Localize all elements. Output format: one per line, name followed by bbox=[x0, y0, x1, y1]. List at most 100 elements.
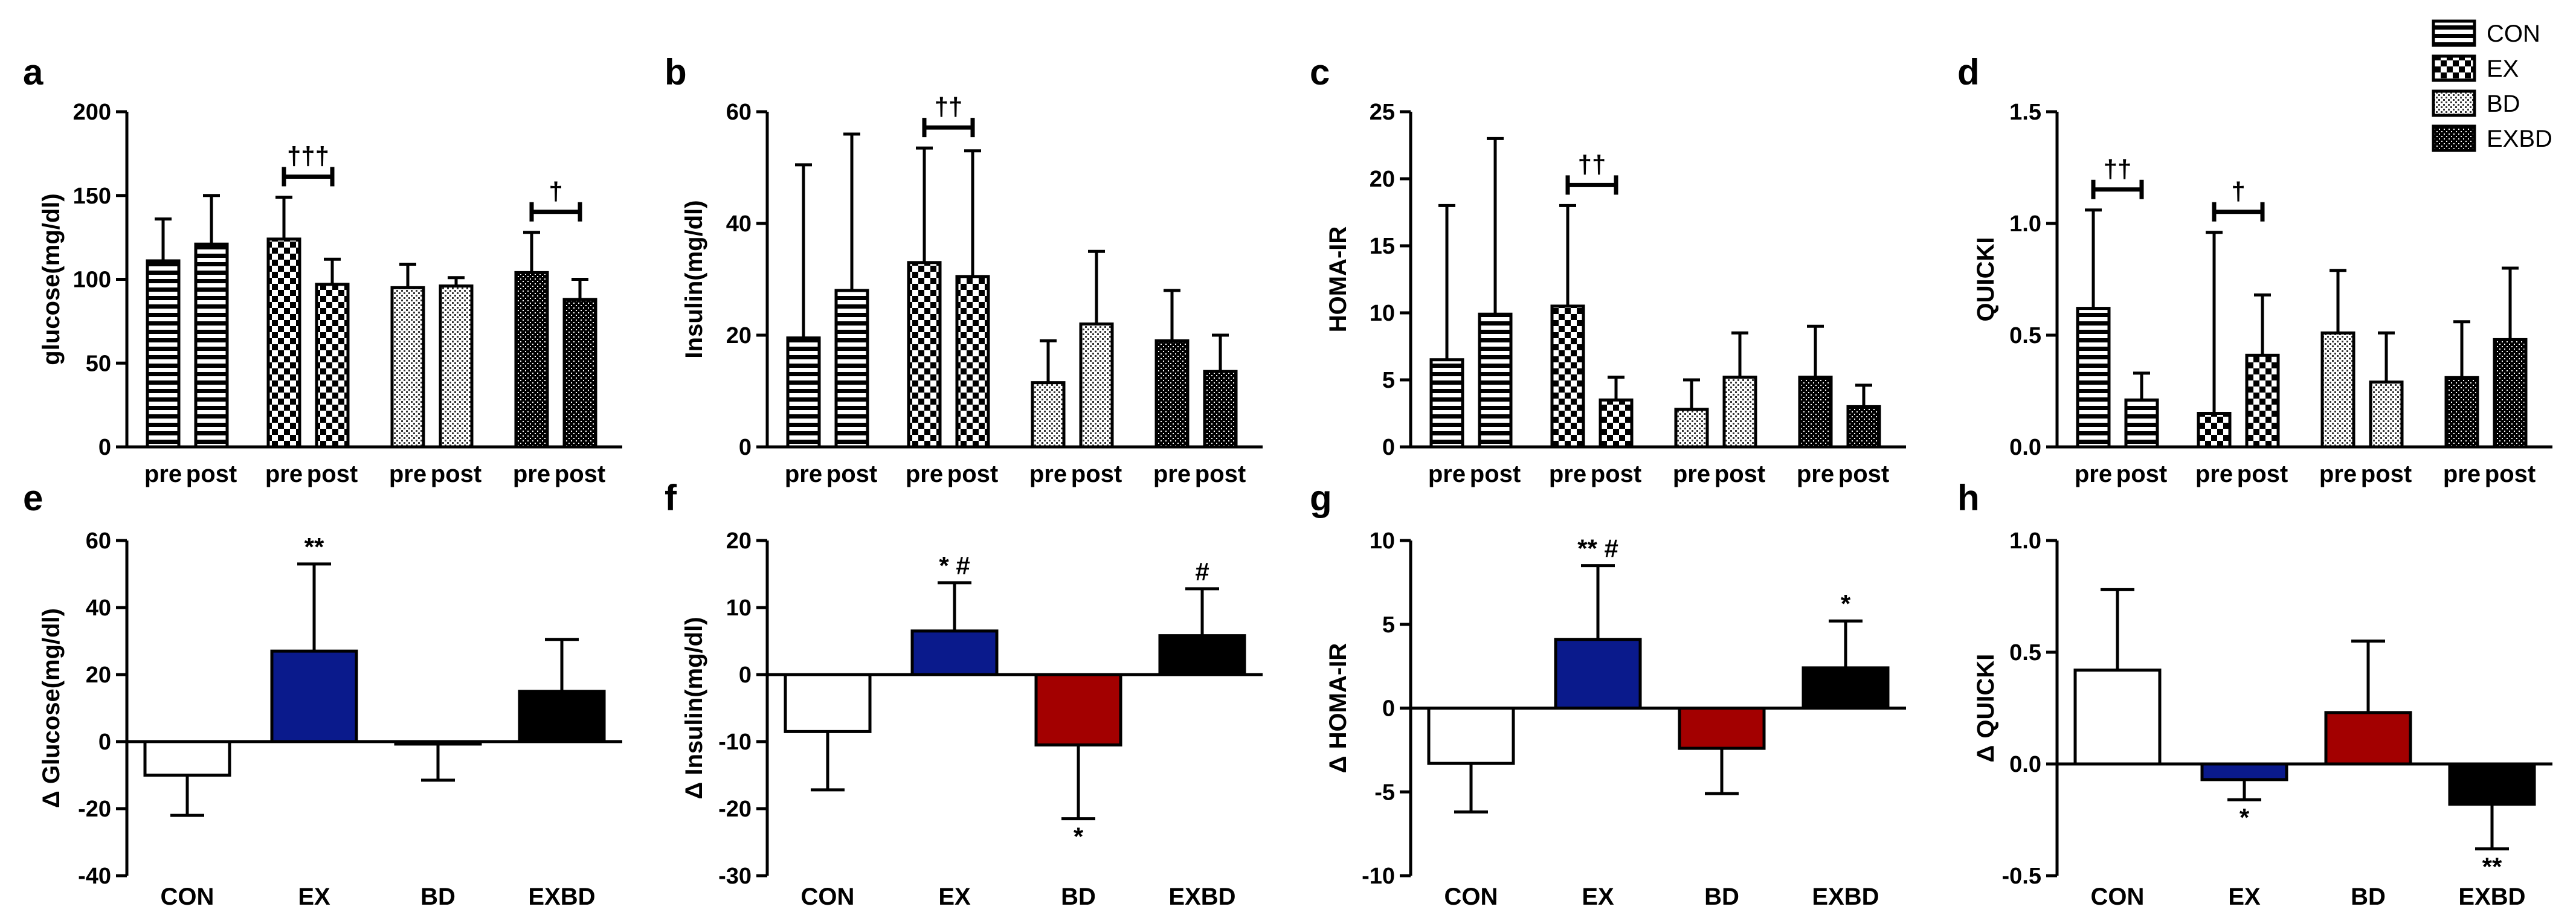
y-tick-label: 0 bbox=[98, 730, 111, 755]
bar-label: post bbox=[431, 461, 481, 487]
y-tick-label: 10 bbox=[726, 595, 752, 621]
y-tick-label: -10 bbox=[718, 730, 752, 755]
bar-CON-pre bbox=[2076, 307, 2111, 449]
bar-BD-post bbox=[2369, 380, 2404, 449]
category-label: BD bbox=[420, 884, 456, 910]
sig-annotation: †† bbox=[935, 92, 963, 121]
bar-label: pre bbox=[1428, 461, 1466, 487]
category-label: BD bbox=[1704, 884, 1739, 910]
legend-label: BD bbox=[2487, 91, 2520, 117]
bar-CON bbox=[784, 673, 872, 733]
bar-label: post bbox=[826, 461, 877, 487]
bar-label: pre bbox=[1673, 461, 1710, 487]
y-tick-label: -0.5 bbox=[2002, 864, 2041, 889]
y-tick-label: 60 bbox=[86, 528, 111, 554]
bar-CON-pre bbox=[146, 259, 181, 449]
bar-CON-post bbox=[2124, 398, 2159, 449]
bar-EX-pre bbox=[2197, 412, 2232, 449]
y-tick-label: 150 bbox=[73, 184, 111, 209]
y-tick-label: -5 bbox=[1374, 780, 1395, 805]
bar-label: post bbox=[186, 461, 237, 487]
panel-letter: f bbox=[665, 478, 677, 518]
sig-annotation: ** # bbox=[1577, 534, 1618, 563]
bar-label: post bbox=[2361, 461, 2412, 487]
bar-EX-post bbox=[1599, 398, 1634, 449]
bar-label: pre bbox=[2075, 461, 2112, 487]
bar-label: pre bbox=[2319, 461, 2357, 487]
category-label: CON bbox=[801, 884, 855, 910]
y-tick-label: -20 bbox=[78, 797, 111, 822]
category-label: EXBD bbox=[1812, 884, 1879, 910]
bar-label: post bbox=[555, 461, 605, 487]
bar-BD-post bbox=[439, 284, 474, 449]
bar-EX-post bbox=[315, 283, 350, 449]
y-tick-label: 100 bbox=[73, 268, 111, 293]
y-tick-label: 0 bbox=[98, 435, 111, 460]
bar-BD-post bbox=[1722, 376, 1757, 449]
bar-label: post bbox=[2485, 461, 2536, 487]
bar-label: post bbox=[1195, 461, 1246, 487]
bar-EX bbox=[2200, 762, 2288, 781]
y-axis-title: Δ HOMA-IR bbox=[1325, 643, 1351, 774]
y-tick-label: 5 bbox=[1382, 612, 1395, 638]
y-tick-label: 10 bbox=[1370, 301, 1395, 326]
sig-annotation: †† bbox=[2104, 155, 2132, 183]
y-tick-label: 1.0 bbox=[2009, 528, 2041, 554]
panel-letter: d bbox=[1957, 52, 1980, 92]
sig-annotation: † bbox=[549, 177, 562, 205]
y-axis-title: Δ QUICKI bbox=[1972, 654, 1999, 763]
legend-swatch-EXBD bbox=[2432, 124, 2476, 152]
y-tick-label: -30 bbox=[718, 864, 752, 889]
bar-EXBD bbox=[2448, 762, 2536, 806]
y-tick-label: 0.5 bbox=[2009, 323, 2041, 348]
y-tick-label: 0.5 bbox=[2009, 640, 2041, 666]
legend-swatch-CON bbox=[2432, 19, 2476, 47]
bar-label: post bbox=[947, 461, 998, 487]
bar-label: pre bbox=[265, 461, 303, 487]
bar-EXBD bbox=[1158, 634, 1246, 676]
bar-CON bbox=[143, 740, 231, 777]
sig-annotation: ** bbox=[2482, 853, 2502, 881]
sig-annotation: * bbox=[1074, 823, 1084, 851]
y-tick-label: 200 bbox=[73, 100, 111, 125]
y-tick-label: 20 bbox=[86, 663, 111, 688]
bar-EXBD-post bbox=[1846, 405, 1881, 449]
category-label: EXBD bbox=[1168, 884, 1235, 910]
bar-BD-pre bbox=[390, 286, 425, 449]
category-label: EXBD bbox=[2458, 884, 2525, 910]
bar-BD-pre bbox=[1674, 408, 1709, 449]
y-axis-title: Δ Glucose(mg/dl) bbox=[38, 608, 65, 808]
category-label: EX bbox=[2228, 884, 2261, 910]
bar-label: pre bbox=[1549, 461, 1586, 487]
sig-annotation: †† bbox=[1578, 150, 1606, 178]
bar-label: pre bbox=[2195, 461, 2233, 487]
y-tick-label: 20 bbox=[726, 528, 752, 554]
bar-EX-pre bbox=[266, 237, 301, 449]
panel-letter: b bbox=[665, 52, 687, 92]
y-axis-title: QUICKI bbox=[1972, 237, 1999, 322]
y-tick-label: 0 bbox=[739, 663, 752, 688]
y-tick-label: 0 bbox=[1382, 696, 1395, 722]
bar-BD bbox=[2324, 711, 2412, 766]
bar-label: post bbox=[307, 461, 358, 487]
bar-label: pre bbox=[1153, 461, 1191, 487]
y-tick-label: 40 bbox=[726, 211, 752, 237]
category-label: CON bbox=[2091, 884, 2145, 910]
category-label: CON bbox=[161, 884, 214, 910]
y-tick-label: 1.5 bbox=[2009, 100, 2041, 125]
sig-annotation: * # bbox=[939, 551, 970, 580]
sig-annotation: * bbox=[2240, 803, 2250, 832]
bar-EX-pre bbox=[907, 261, 942, 449]
y-tick-label: 1.0 bbox=[2009, 211, 2041, 237]
legend-label: CON bbox=[2487, 21, 2540, 47]
bar-EX-post bbox=[955, 275, 990, 449]
bar-label: pre bbox=[1797, 461, 1834, 487]
